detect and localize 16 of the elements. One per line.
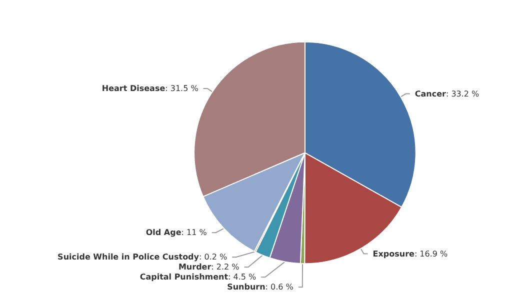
slice-label: Heart Disease bbox=[102, 84, 166, 93]
slice-label: Capital Punishment bbox=[140, 272, 228, 282]
slice-label: Old Age bbox=[146, 228, 182, 238]
data-label: : 2.2 % bbox=[211, 262, 240, 272]
data-label: : 0.2 % bbox=[198, 252, 228, 262]
data-label: : 11 % bbox=[181, 228, 208, 238]
slice-label: Cancer bbox=[414, 89, 446, 98]
slice-label: Sunburn bbox=[227, 282, 266, 292]
data-label: : 0.6 % bbox=[265, 282, 294, 292]
data-label: : 33.2 % bbox=[446, 89, 480, 98]
slice-label: Murder bbox=[178, 262, 212, 272]
slice-label: Suicide While in Police Custody bbox=[58, 252, 200, 262]
data-label: : 4.5 % bbox=[228, 272, 257, 282]
data-label: : 31.5 % bbox=[165, 84, 199, 93]
data-label: : 16.9 % bbox=[414, 249, 448, 258]
slice-label: Exposure bbox=[372, 249, 416, 258]
